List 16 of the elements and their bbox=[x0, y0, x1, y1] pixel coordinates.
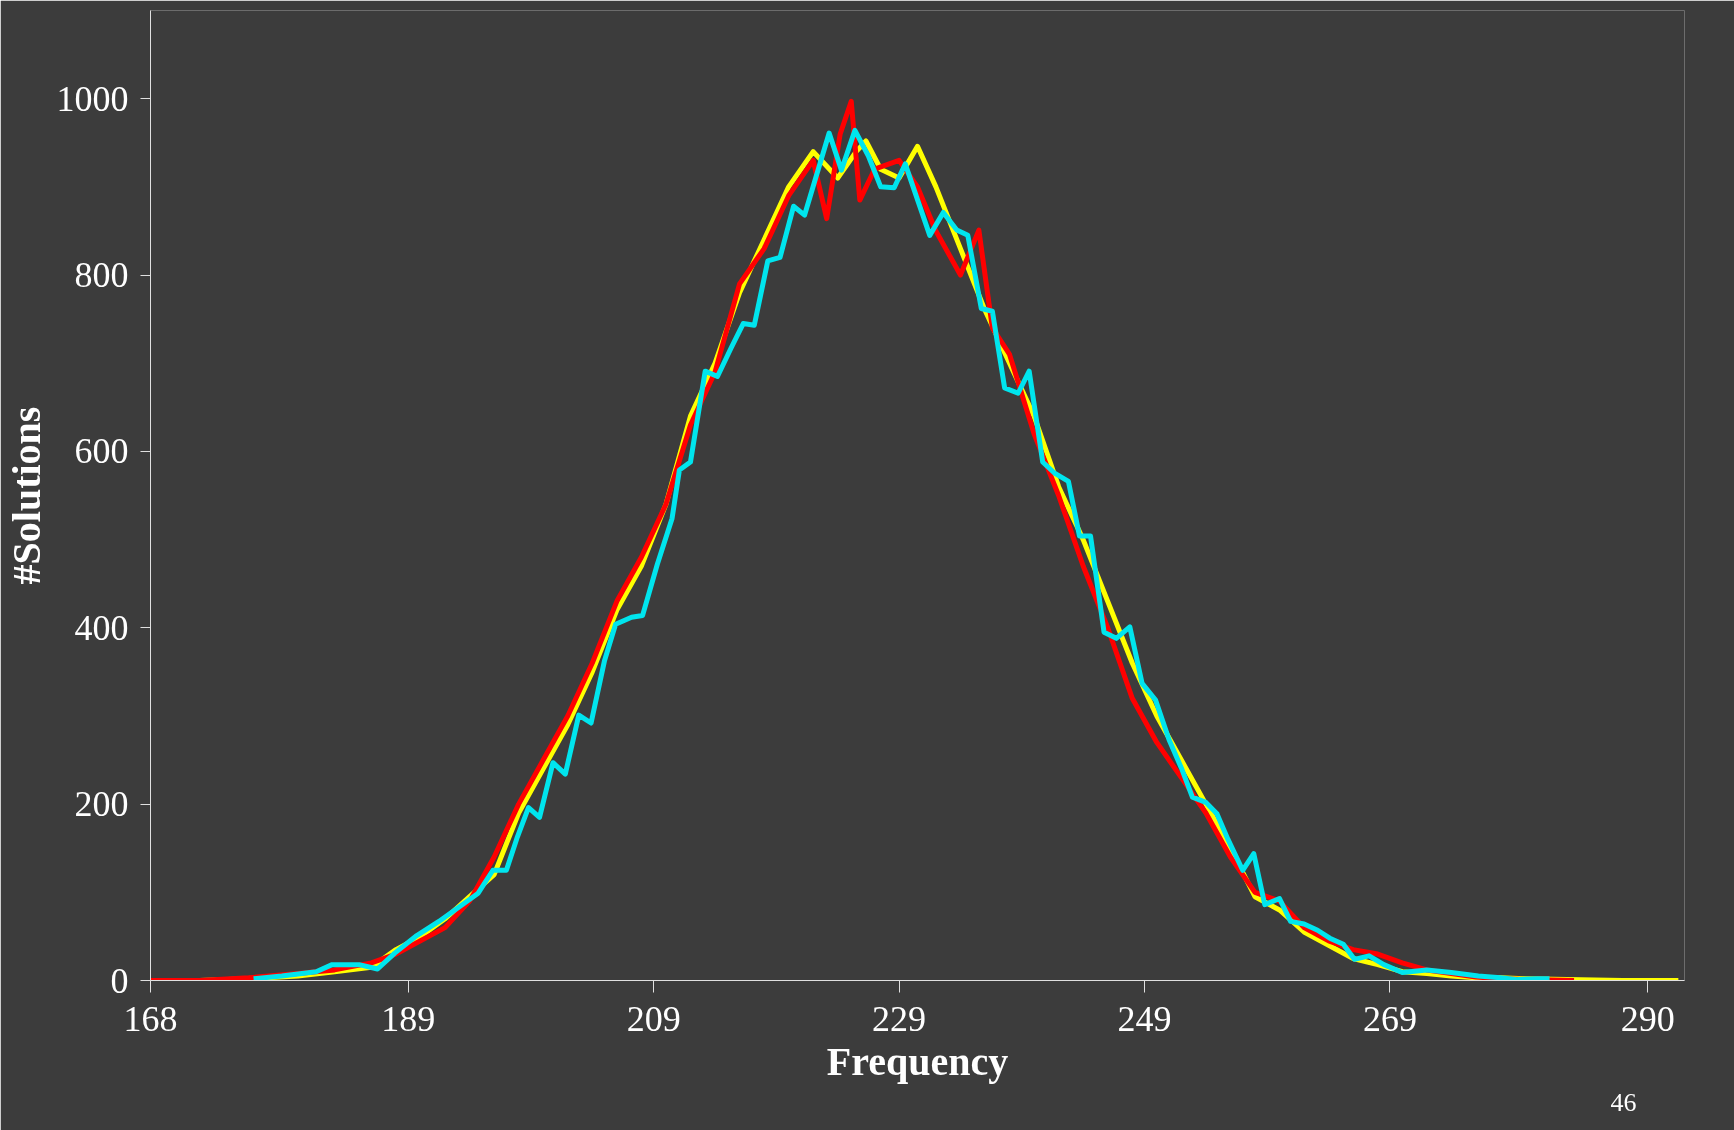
x-tick-label: 189 bbox=[381, 998, 436, 1039]
x-tick-label: 249 bbox=[1117, 998, 1172, 1039]
x-tick-label: 290 bbox=[1620, 998, 1675, 1039]
y-tick-label: 1000 bbox=[56, 78, 129, 119]
x-axis-title: Frequency bbox=[826, 1038, 1009, 1084]
x-tick-label: 209 bbox=[626, 998, 681, 1039]
y-tick-label: 800 bbox=[74, 255, 129, 296]
y-tick-label: 400 bbox=[74, 607, 129, 648]
x-tick-label: 269 bbox=[1362, 998, 1417, 1039]
x-tick-label: 168 bbox=[123, 998, 178, 1039]
y-tick-label: 200 bbox=[74, 784, 129, 825]
x-tick-label: 229 bbox=[872, 998, 927, 1039]
y-tick-label: 600 bbox=[74, 431, 129, 472]
text: 46 bbox=[1610, 1087, 1637, 1117]
y-tick-label: 0 bbox=[110, 960, 129, 1001]
y-axis-title: #Solutions bbox=[3, 406, 49, 585]
